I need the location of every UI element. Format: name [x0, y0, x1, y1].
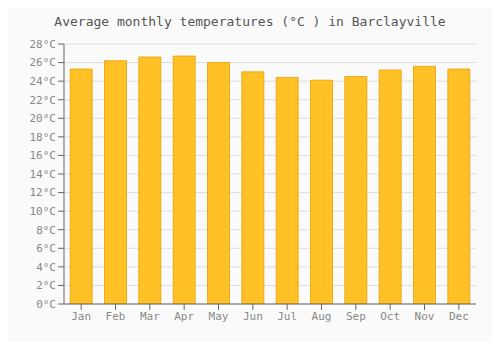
- svg-text:8°C: 8°C: [36, 224, 56, 237]
- svg-text:22°C: 22°C: [30, 94, 57, 107]
- svg-text:12°C: 12°C: [30, 186, 57, 199]
- svg-text:4°C: 4°C: [36, 261, 56, 274]
- svg-text:Feb: Feb: [106, 310, 126, 323]
- svg-text:0°C: 0°C: [36, 298, 56, 311]
- svg-text:May: May: [209, 310, 229, 323]
- svg-text:Mar: Mar: [140, 310, 160, 323]
- html-text:Average monthly temperatures (: Average monthly temperatures (°C ) in Ba…: [54, 14, 446, 29]
- svg-text:24°C: 24°C: [30, 75, 57, 88]
- svg-text:2°C: 2°C: [36, 279, 56, 292]
- svg-text:18°C: 18°C: [30, 131, 57, 144]
- svg-text:Apr: Apr: [174, 310, 194, 323]
- svg-text:10°C: 10°C: [30, 205, 57, 218]
- svg-text:Aug: Aug: [312, 310, 332, 323]
- svg-text:20°C: 20°C: [30, 112, 57, 125]
- svg-text:Jul: Jul: [277, 310, 297, 323]
- svg-text:14°C: 14°C: [30, 168, 57, 181]
- svg-text:Jan: Jan: [71, 310, 91, 323]
- svg-text:Sep: Sep: [346, 310, 366, 323]
- svg-text:26°C: 26°C: [30, 56, 57, 69]
- svg-text:16°C: 16°C: [30, 149, 57, 162]
- svg-text:Oct: Oct: [380, 310, 400, 323]
- svg-text:Jun: Jun: [243, 310, 263, 323]
- svg-text:6°C: 6°C: [36, 242, 56, 255]
- svg-text:Nov: Nov: [415, 310, 435, 323]
- svg-text:Dec: Dec: [449, 310, 469, 323]
- svg-text:28°C: 28°C: [30, 38, 57, 51]
